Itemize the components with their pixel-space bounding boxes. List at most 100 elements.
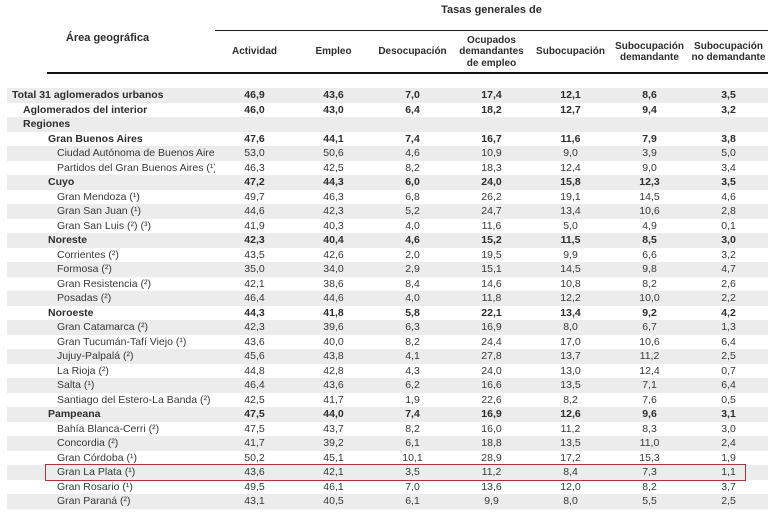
value-cell: 11,2: [560, 422, 581, 435]
value-cell: 7,9: [642, 132, 657, 145]
value-cell: 39,6: [323, 321, 344, 334]
value-cell: 42,3: [244, 321, 265, 334]
row-label: Gran La Plata (¹): [57, 466, 136, 479]
value-cell: 24,0: [481, 364, 502, 377]
value-cell: 45,1: [323, 451, 344, 464]
value-cell: 18,3: [481, 161, 502, 174]
value-cell: 2,6: [721, 277, 736, 290]
value-cell: 4,6: [405, 147, 420, 160]
row-label: Formosa (²): [57, 263, 112, 276]
table-row: Gran Catamarca (²) 42,3 39,6 6,3 16,9 8,0 6,7…: [7, 320, 768, 335]
value-cell: 41,8: [323, 306, 344, 319]
value-cell: 3,0: [721, 234, 736, 247]
value-cell: 9,9: [484, 495, 499, 508]
value-cell: 1,1: [721, 466, 736, 479]
value-cell: 43,6: [244, 466, 265, 479]
value-cell: 50,6: [323, 147, 344, 160]
row-label: Gran Resistencia (²): [57, 277, 151, 290]
table-row: Aglomerados del interior 46,0 43,0 6,4 18,2…: [7, 103, 768, 118]
value-cell: 43,6: [244, 335, 265, 348]
value-cell: 19,1: [560, 190, 581, 203]
value-cell: 12,1: [560, 89, 581, 102]
table-row: Partidos del Gran Buenos Aires (¹) 46,3 4…: [7, 161, 768, 176]
table-row: Formosa (²) 35,0 34,0 2,9 15,1 14,5 9,8 4,7: [7, 262, 768, 277]
table-row: Bahía Blanca-Cerri (²) 47,5 43,7 8,2 16,0 11…: [7, 422, 768, 437]
value-cell: 2,5: [721, 495, 736, 508]
value-cell: 5,2: [405, 205, 420, 218]
column-header-2: Desocupación: [378, 46, 447, 58]
value-cell: 41,7: [244, 437, 265, 450]
value-cell: 16,0: [481, 422, 502, 435]
value-cell: 8,3: [642, 422, 657, 435]
value-cell: 13,5: [560, 437, 581, 450]
value-cell: 24,0: [481, 176, 502, 189]
value-cell: 42,1: [244, 277, 265, 290]
value-cell: 15,3: [639, 451, 660, 464]
row-label: Jujuy-Palpalá (²): [57, 350, 134, 363]
value-cell: 9,2: [642, 306, 657, 319]
value-cell: 15,1: [481, 263, 502, 276]
value-cell: 50,2: [244, 451, 265, 464]
value-cell: 40,3: [323, 219, 344, 232]
value-cell: 7,4: [405, 132, 420, 145]
value-cell: 34,0: [323, 263, 344, 276]
value-cell: 40,5: [323, 495, 344, 508]
value-cell: 43,6: [323, 89, 344, 102]
value-cell: 13,0: [560, 364, 581, 377]
value-cell: 13,4: [560, 306, 581, 319]
table-row: Gran Rosario (¹) 49,5 46,1 7,0 13,6 12,0 8,2 3…: [7, 480, 768, 495]
value-cell: 9,0: [642, 161, 657, 174]
value-cell: 7,0: [405, 89, 420, 102]
value-cell: 12,0: [560, 480, 581, 493]
value-cell: 43,1: [244, 495, 265, 508]
value-cell: 42,3: [244, 234, 265, 247]
row-label: Gran San Luis (²) (³): [57, 219, 151, 232]
value-cell: 10,9: [481, 147, 502, 160]
value-cell: 8,2: [405, 335, 420, 348]
value-cell: 9,6: [642, 408, 657, 421]
value-cell: 3,1: [721, 408, 736, 421]
value-cell: 17,2: [560, 451, 581, 464]
value-cell: 2,0: [405, 248, 420, 261]
value-cell: 11,2: [481, 466, 502, 479]
value-cell: 26,2: [481, 190, 502, 203]
table-row: Total 31 aglomerados urbanos 46,9 43,6 7,0…: [7, 88, 768, 103]
value-cell: 6,4: [721, 379, 736, 392]
table-row: Noreste 42,3 40,4 4,6 15,2 11,5 8,5 3,0: [7, 233, 768, 248]
table-row: Gran Tucumán-Tafí Viejo (¹) 43,6 40,0 8,2 2…: [7, 335, 768, 350]
value-cell: 3,8: [721, 132, 736, 145]
table-row: Santiago del Estero-La Banda (²) 42,5 41,…: [7, 393, 768, 408]
value-cell: 3,0: [721, 422, 736, 435]
column-header-3: Ocupados demandantes de empleo: [459, 34, 524, 69]
row-label: Gran Mendoza (¹): [57, 190, 140, 203]
value-cell: 6,2: [405, 379, 420, 392]
value-cell: 3,4: [721, 161, 736, 174]
table-row: Salta (¹) 46,4 43,6 6,2 16,6 13,5 7,1 6,4: [7, 378, 768, 393]
value-cell: 10,8: [560, 277, 581, 290]
value-cell: 11,6: [560, 132, 581, 145]
value-cell: 3,7: [721, 480, 736, 493]
value-cell: 44,1: [323, 132, 344, 145]
value-cell: 15,8: [560, 176, 581, 189]
value-cell: 15,2: [481, 234, 502, 247]
value-cell: 42,8: [323, 364, 344, 377]
value-cell: 44,6: [244, 205, 265, 218]
table-row: Gran Buenos Aires 47,6 44,1 7,4 16,7 11,6 7,9…: [7, 132, 768, 147]
value-cell: 47,5: [244, 422, 265, 435]
value-cell: 17,0: [560, 335, 581, 348]
value-cell: 2,8: [721, 205, 736, 218]
value-cell: 39,2: [323, 437, 344, 450]
value-cell: 13,4: [560, 205, 581, 218]
value-cell: 4,6: [721, 190, 736, 203]
value-cell: 44,8: [244, 364, 265, 377]
value-cell: 14,5: [560, 263, 581, 276]
row-label: Concordia (²): [57, 437, 119, 450]
value-cell: 49,7: [244, 190, 265, 203]
value-cell: 11,6: [481, 219, 502, 232]
value-cell: 3,5: [721, 176, 736, 189]
row-label: Gran Tucumán-Tafí Viejo (¹): [57, 335, 187, 348]
value-cell: 19,5: [481, 248, 502, 261]
value-cell: 8,2: [405, 422, 420, 435]
value-cell: 13,7: [560, 350, 581, 363]
